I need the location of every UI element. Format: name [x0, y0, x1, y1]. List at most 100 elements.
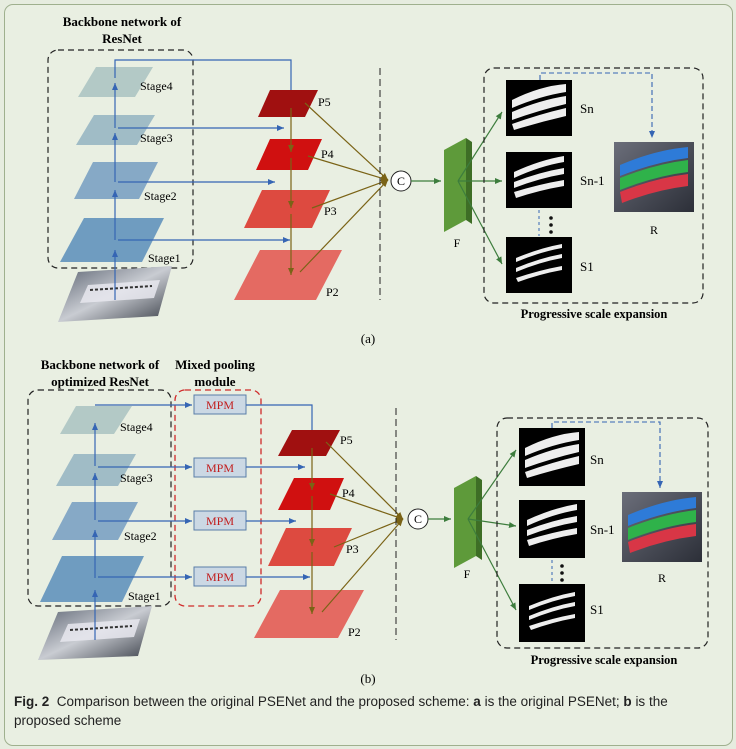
p2-plane-b [254, 590, 364, 638]
stage3-plane-a [76, 115, 155, 145]
mpm-label-4: MPM [206, 570, 234, 584]
stage1-plane-b [40, 556, 144, 602]
stage3-label-a: Stage3 [140, 131, 173, 145]
sn-label-a: Sn [580, 101, 594, 116]
ellipsis-dot [560, 578, 564, 582]
backbone-title-a-line2: ResNet [102, 31, 142, 46]
pool-title-line1: Mixed pooling [175, 357, 255, 372]
mpm-label-1: MPM [206, 398, 234, 412]
figure-caption: Fig. 2 Comparison between the original P… [14, 692, 726, 730]
sn-label-b: Sn [590, 452, 604, 467]
arrow-p3-concat-b [333, 518, 404, 548]
architecture-diagram: Backbone network of ResNet Stage4 Stage3… [27, 14, 709, 686]
p4-label-b: P4 [342, 486, 355, 500]
arrow-p5-concat-b [325, 441, 404, 520]
arrow-p3-concat-a [311, 179, 389, 209]
p5-plane-a [258, 90, 318, 117]
arrow-p5-concat-a [304, 102, 389, 181]
arrow-p2-concat-b [321, 518, 404, 613]
fused-block-b [454, 476, 482, 568]
kernel-map-sn1-b [519, 500, 585, 558]
kernel-map-s1-a [506, 237, 572, 293]
arrow-fused-sn1-b [467, 518, 517, 528]
pool-title-line2: module [194, 374, 235, 389]
arrow-fused-sn-a [457, 111, 503, 182]
stage4-label-a: Stage4 [140, 79, 173, 93]
arrow-expansion-result-b [551, 421, 663, 488]
stage2-plane-b [52, 502, 138, 540]
caption-text-2: is the original PSENet; [484, 694, 620, 709]
result-image-a [614, 142, 694, 212]
kernel-map-s1-b [519, 584, 585, 642]
ellipsis-dot [560, 571, 564, 575]
kernel-map-sn1-a [506, 152, 572, 208]
stage1-plane-a [60, 218, 164, 262]
expansion-label-b: Progressive scale expansion [531, 653, 678, 667]
stage1-label-b: Stage1 [128, 589, 161, 603]
p4-plane-a [256, 139, 322, 170]
arrow-fused-s1-b [467, 518, 517, 611]
p5-plane-b [278, 430, 340, 456]
p5-label-a: P5 [318, 95, 331, 109]
concat-label-b: C [414, 512, 422, 526]
panel-label-b: (b) [360, 671, 375, 686]
kernel-map-sn-b [519, 428, 585, 486]
caption-text-1: Comparison between the original PSENet a… [56, 694, 470, 709]
s1-label-b: S1 [590, 602, 604, 617]
stage4-plane-a [78, 67, 153, 97]
stage3-label-b: Stage3 [120, 471, 153, 485]
stage4-label-b: Stage4 [120, 420, 153, 434]
p2-label-b: P2 [348, 625, 361, 639]
stage4-plane-b [60, 406, 132, 434]
ellipsis-dot [549, 216, 553, 220]
caption-fig-number: Fig. 2 [14, 694, 50, 709]
p3-plane-b [268, 528, 352, 566]
expansion-box-b [496, 417, 709, 649]
p2-label-a: P2 [326, 285, 339, 299]
sn1-label-a: Sn-1 [580, 173, 605, 188]
caption-a: a [473, 694, 481, 709]
backbone-box-b [27, 389, 172, 607]
mpm-label-3: MPM [206, 514, 234, 528]
panel-b: Backbone network of optimized ResNet Mix… [27, 357, 709, 686]
arrow-p4-concat-a [307, 155, 389, 181]
fused-label-a: F [454, 236, 461, 250]
arrow-stage4-p5-a [114, 59, 294, 103]
stage3-plane-b [56, 454, 136, 486]
p3-label-a: P3 [324, 204, 337, 218]
backbone-title-a-line1: Backbone network of [63, 14, 182, 29]
ellipsis-dot [560, 564, 564, 568]
stage1-label-a: Stage1 [148, 251, 181, 265]
stage2-label-b: Stage2 [124, 529, 157, 543]
backbone-title-b-line1: Backbone network of [41, 357, 160, 372]
result-label-a: R [650, 223, 658, 237]
s1-label-a: S1 [580, 259, 594, 274]
backbone-title-b-line2: optimized ResNet [51, 374, 150, 389]
arrow-fused-s1-a [457, 180, 503, 265]
arrow-fused-sn-b [467, 449, 517, 520]
fused-label-b: F [464, 567, 471, 581]
fused-block-a [444, 138, 472, 232]
result-label-b: R [658, 571, 666, 585]
caption-b: b [623, 694, 632, 709]
sn1-label-b: Sn-1 [590, 522, 615, 537]
p5-label-b: P5 [340, 433, 353, 447]
ellipsis-dot [549, 223, 553, 227]
arrow-p4-concat-b [329, 493, 404, 520]
panel-label-a: (a) [361, 331, 375, 346]
p4-plane-b [278, 478, 344, 510]
arrow-p2-concat-a [299, 179, 389, 273]
backbone-box-a [47, 49, 194, 269]
caption-text-3: is the proposed scheme [14, 694, 668, 728]
panel-a: Backbone network of ResNet Stage4 Stage3… [47, 14, 704, 346]
p2-plane-a [234, 250, 342, 300]
result-image-b [622, 492, 702, 562]
stage2-plane-a [74, 162, 158, 199]
mpm-label-2: MPM [206, 461, 234, 475]
p3-plane-a [244, 190, 330, 228]
mpm-box [174, 389, 262, 607]
expansion-box-a [483, 67, 704, 304]
concat-label-a: C [397, 174, 405, 188]
p4-label-a: P4 [321, 147, 334, 161]
kernel-map-sn-a [506, 80, 572, 136]
